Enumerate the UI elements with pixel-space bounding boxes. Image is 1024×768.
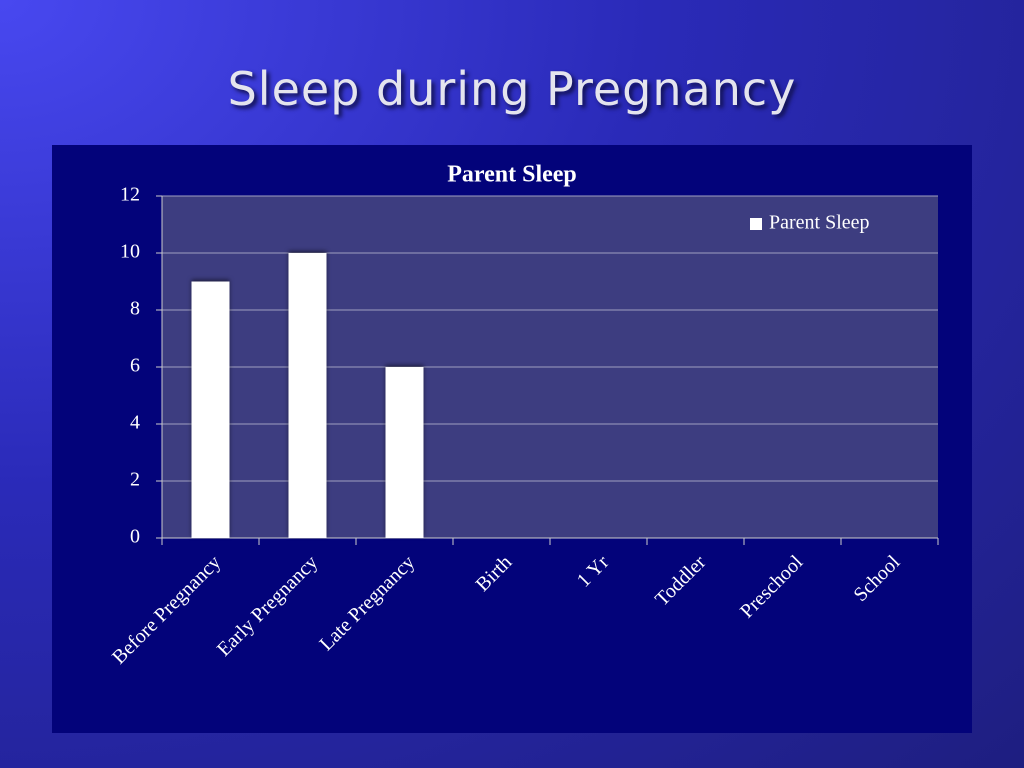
y-tick-label: 12 — [120, 184, 140, 206]
y-tick-label: 10 — [120, 241, 140, 263]
bar — [288, 253, 327, 538]
legend-swatch — [750, 218, 762, 230]
bar — [385, 367, 424, 538]
y-tick-label: 8 — [130, 298, 140, 320]
y-tick-label: 6 — [130, 355, 140, 377]
slide-title: Sleep during Pregnancy — [227, 62, 797, 116]
chart-title: Parent Sleep — [447, 162, 577, 188]
legend-label: Parent Sleep — [769, 212, 870, 234]
y-tick-label: 2 — [130, 469, 140, 491]
y-tick-label: 0 — [130, 526, 140, 548]
bar — [191, 281, 230, 538]
y-tick-label: 4 — [130, 412, 140, 434]
